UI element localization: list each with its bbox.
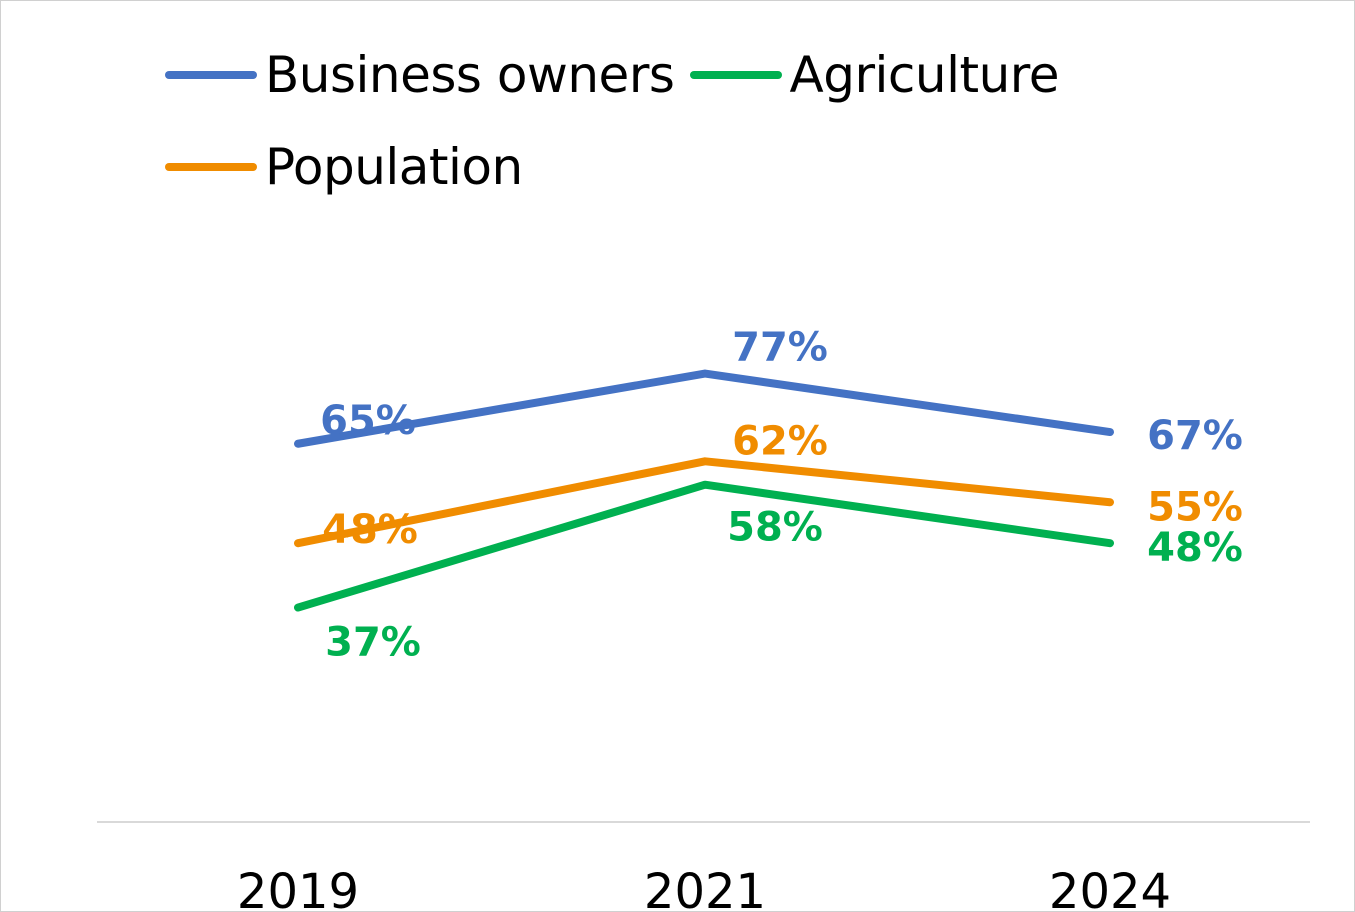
data-label: 62%	[732, 418, 828, 464]
legend-swatch	[689, 71, 782, 79]
series-line-population	[294, 457, 1114, 548]
series-line-agriculture	[294, 480, 1114, 612]
data-label: 77%	[732, 325, 828, 371]
data-label: 48%	[1147, 525, 1243, 571]
data-label: 58%	[727, 505, 823, 551]
legend-swatch	[165, 71, 257, 79]
x-tick-label: 2021	[644, 864, 766, 912]
x-tick-label: 2024	[1049, 864, 1171, 912]
data-label: 48%	[322, 507, 418, 553]
series-line-business-owners	[294, 369, 1114, 448]
data-label: 65%	[320, 398, 416, 444]
legend-label: Population	[265, 138, 523, 196]
legend-item-population: Population	[165, 132, 523, 202]
x-tick-label: 2019	[237, 864, 359, 912]
legend-item-agriculture: Agriculture	[689, 40, 1060, 110]
legend-label: Business owners	[265, 46, 675, 104]
legend-label: Agriculture	[789, 46, 1060, 104]
data-label: 55%	[1147, 484, 1243, 530]
legend-item-business-owners: Business owners	[165, 40, 675, 110]
legend-swatch	[165, 163, 257, 171]
data-label: 37%	[325, 620, 421, 666]
legend: Business owners Agriculture Population	[165, 40, 1125, 224]
data-label: 67%	[1147, 413, 1243, 459]
